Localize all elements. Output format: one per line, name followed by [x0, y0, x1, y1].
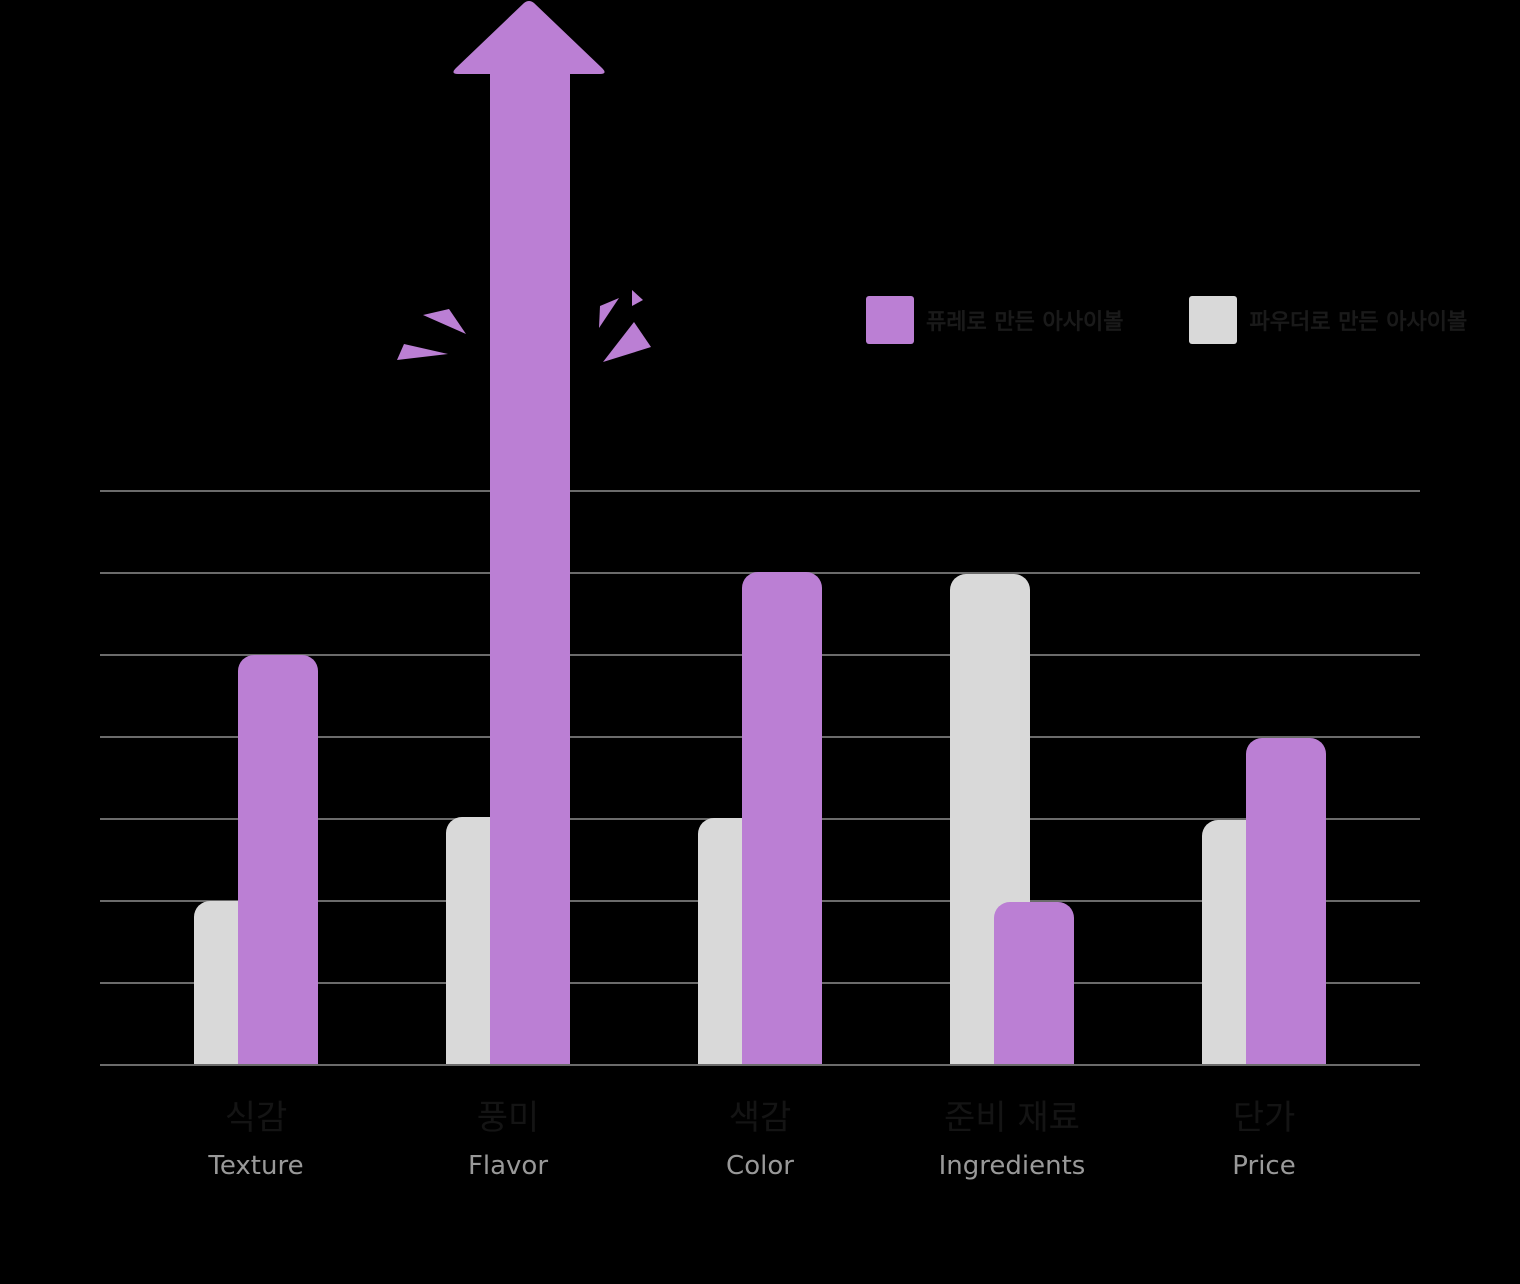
legend-swatch-puree [866, 296, 914, 344]
x-label-en: Ingredients [938, 1151, 1086, 1181]
x-label-texture: 식감 Texture [126, 1098, 386, 1182]
sparkle-right-small [632, 290, 643, 306]
x-label-ko: 식감 [224, 1098, 288, 1138]
x-label-ingredients: 준비 재료 Ingredients [882, 1098, 1142, 1182]
chart-legend: 퓨레로 만든 아사이볼 파우더로 만든 아사이볼 [866, 296, 1520, 344]
sparkle-left-upper [423, 309, 466, 334]
bar-price-puree [1246, 738, 1326, 1064]
sparkle-left-lower [397, 344, 448, 360]
x-label-color: 색감 Color [630, 1098, 890, 1182]
legend-label-puree: 퓨레로 만든 아사이볼 [926, 310, 1124, 335]
x-axis-baseline [100, 1064, 1420, 1066]
x-label-ko: 풍미 [476, 1098, 540, 1138]
sparkle-right-upper [599, 298, 619, 328]
gridline-7 [100, 490, 1420, 492]
x-label-en: Texture [208, 1151, 304, 1181]
bar-ingredients-puree [994, 902, 1074, 1064]
bar-texture-puree [238, 655, 318, 1064]
x-label-ko: 색감 [728, 1098, 792, 1138]
legend-label-powder: 파우더로 만든 아사이볼 [1249, 310, 1468, 335]
x-label-ko: 단가 [1232, 1098, 1296, 1138]
flavor-arrow-bar [453, 1, 605, 1064]
x-label-flavor: 풍미 Flavor [378, 1098, 638, 1182]
x-label-en: Flavor [467, 1151, 549, 1181]
sparkle-right-lower [603, 322, 651, 362]
x-label-en: Color [726, 1151, 794, 1181]
legend-swatch-powder [1189, 296, 1238, 344]
x-label-price: 단가 Price [1134, 1098, 1394, 1182]
x-label-en: Price [1232, 1151, 1296, 1181]
bar-color-puree [742, 572, 822, 1064]
x-label-ko: 준비 재료 [944, 1098, 1080, 1138]
legend-item-puree[interactable]: 퓨레로 만든 아사이볼 [866, 296, 1123, 344]
legend-item-powder[interactable]: 파우더로 만든 아사이볼 [1189, 296, 1467, 344]
